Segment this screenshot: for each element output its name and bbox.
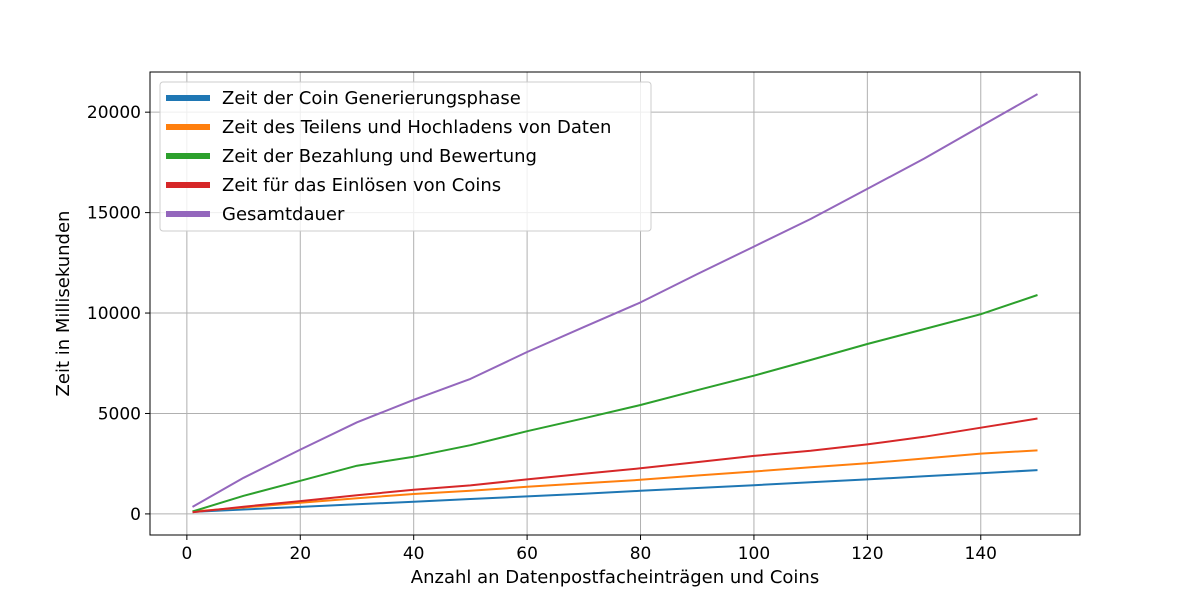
legend: Zeit der Coin Generierungsphase Zeit des … bbox=[159, 81, 652, 232]
legend-label: Zeit der Coin Generierungsphase bbox=[222, 88, 521, 109]
series-line bbox=[192, 294, 1038, 513]
legend-box bbox=[159, 81, 652, 232]
series-lines bbox=[192, 93, 1038, 514]
x-tick-label: 120 bbox=[851, 544, 883, 564]
legend-label: Zeit des Teilens und Hochladens von Date… bbox=[222, 117, 611, 138]
legend-label: Zeit der Bezahlung und Bewertung bbox=[222, 146, 537, 167]
legend-label: Gesamtdauer bbox=[222, 204, 345, 225]
plot-frame bbox=[149, 71, 1081, 536]
y-tick-label: 15000 bbox=[87, 204, 141, 224]
x-tick-label: 60 bbox=[516, 544, 538, 564]
series-line bbox=[192, 469, 1038, 513]
x-tick-label: 0 bbox=[181, 544, 192, 564]
y-tick-label: 10000 bbox=[87, 304, 141, 324]
x-tick-label: 80 bbox=[630, 544, 652, 564]
x-tick-label: 140 bbox=[965, 544, 997, 564]
x-tick-label: 20 bbox=[289, 544, 311, 564]
series-line bbox=[192, 449, 1038, 513]
y-tick-label: 5000 bbox=[98, 404, 141, 424]
x-tick-label: 40 bbox=[403, 544, 425, 564]
y-tick-label: 20000 bbox=[87, 103, 141, 123]
x-tick-label: 100 bbox=[738, 544, 770, 564]
y-axis-ticks: 0 5000 10000 15000 20000 bbox=[87, 103, 150, 525]
series-line bbox=[192, 417, 1038, 514]
legend-label: Zeit für das Einlösen von Coins bbox=[222, 175, 501, 196]
series-line bbox=[192, 93, 1038, 508]
y-axis-label: Zeit in Millisekunden bbox=[53, 211, 74, 397]
x-axis-label: Anzahl an Datenpostfacheinträgen und Coi… bbox=[411, 567, 819, 588]
x-axis-ticks: 0 20 40 60 80 100 120 140 bbox=[181, 535, 997, 564]
y-tick-label: 0 bbox=[130, 505, 141, 525]
